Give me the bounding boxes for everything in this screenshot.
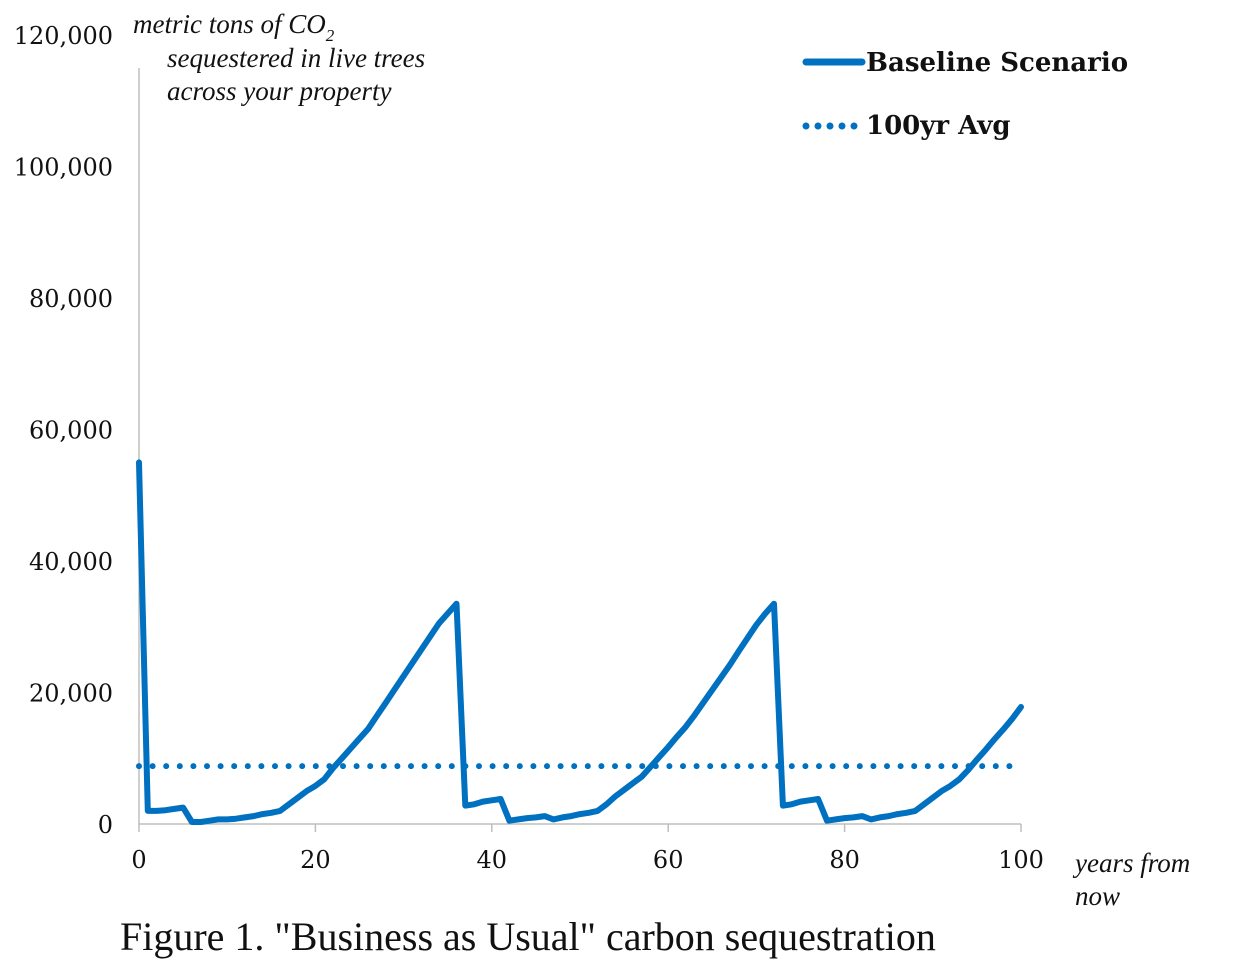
x-axis-label: years from now xyxy=(1072,848,1197,910)
x-axis-ticks: 0 20 40 60 80 100 xyxy=(131,824,1044,874)
legend-label-baseline: Baseline Scenario xyxy=(866,48,1128,78)
y-axis-label-line-1-text: metric tons of CO xyxy=(133,9,326,39)
legend: Baseline Scenario 100yr Avg xyxy=(802,48,1128,141)
y-tick-label: 20,000 xyxy=(29,680,113,708)
y-tick-label: 0 xyxy=(98,811,113,839)
legend-label-avg: 100yr Avg xyxy=(866,111,1011,141)
y-tick-label: 80,000 xyxy=(29,285,113,313)
y-axis-label-line-1: metric tons of CO2 xyxy=(133,9,335,45)
series-layer xyxy=(136,459,1024,825)
x-tick-label: 100 xyxy=(998,846,1044,874)
x-tick-label: 0 xyxy=(131,846,146,874)
y-tick-label: 100,000 xyxy=(14,154,113,182)
y-axis-ticks: 0 20,000 40,000 60,000 80,000 100,000 120,000 xyxy=(14,22,113,839)
x-axis-label-line-2: now xyxy=(1075,881,1120,910)
y-tick-label: 120,000 xyxy=(14,22,113,50)
x-tick-label: 60 xyxy=(653,846,684,874)
series-line-baseline xyxy=(136,459,1024,825)
x-tick-label: 80 xyxy=(829,846,860,874)
y-axis-label-subscript: 2 xyxy=(326,26,335,45)
y-axis-label: metric tons of CO2 sequestered in live t… xyxy=(133,9,432,106)
x-tick-label: 40 xyxy=(477,846,508,874)
y-tick-label: 40,000 xyxy=(29,548,113,576)
x-axis-label-line-1: years from xyxy=(1072,848,1190,878)
chart: 020,00040,00060,00080,000100,000120,000 … xyxy=(14,9,1197,910)
figure-caption: Figure 1. "Business as Usual" carbon seq… xyxy=(120,914,936,959)
y-axis-label-line-2: sequestered in live trees xyxy=(167,43,425,73)
y-tick-label: 60,000 xyxy=(29,417,113,445)
x-tick-label: 20 xyxy=(300,846,331,874)
y-axis-label-line-3: across your property xyxy=(167,76,391,106)
